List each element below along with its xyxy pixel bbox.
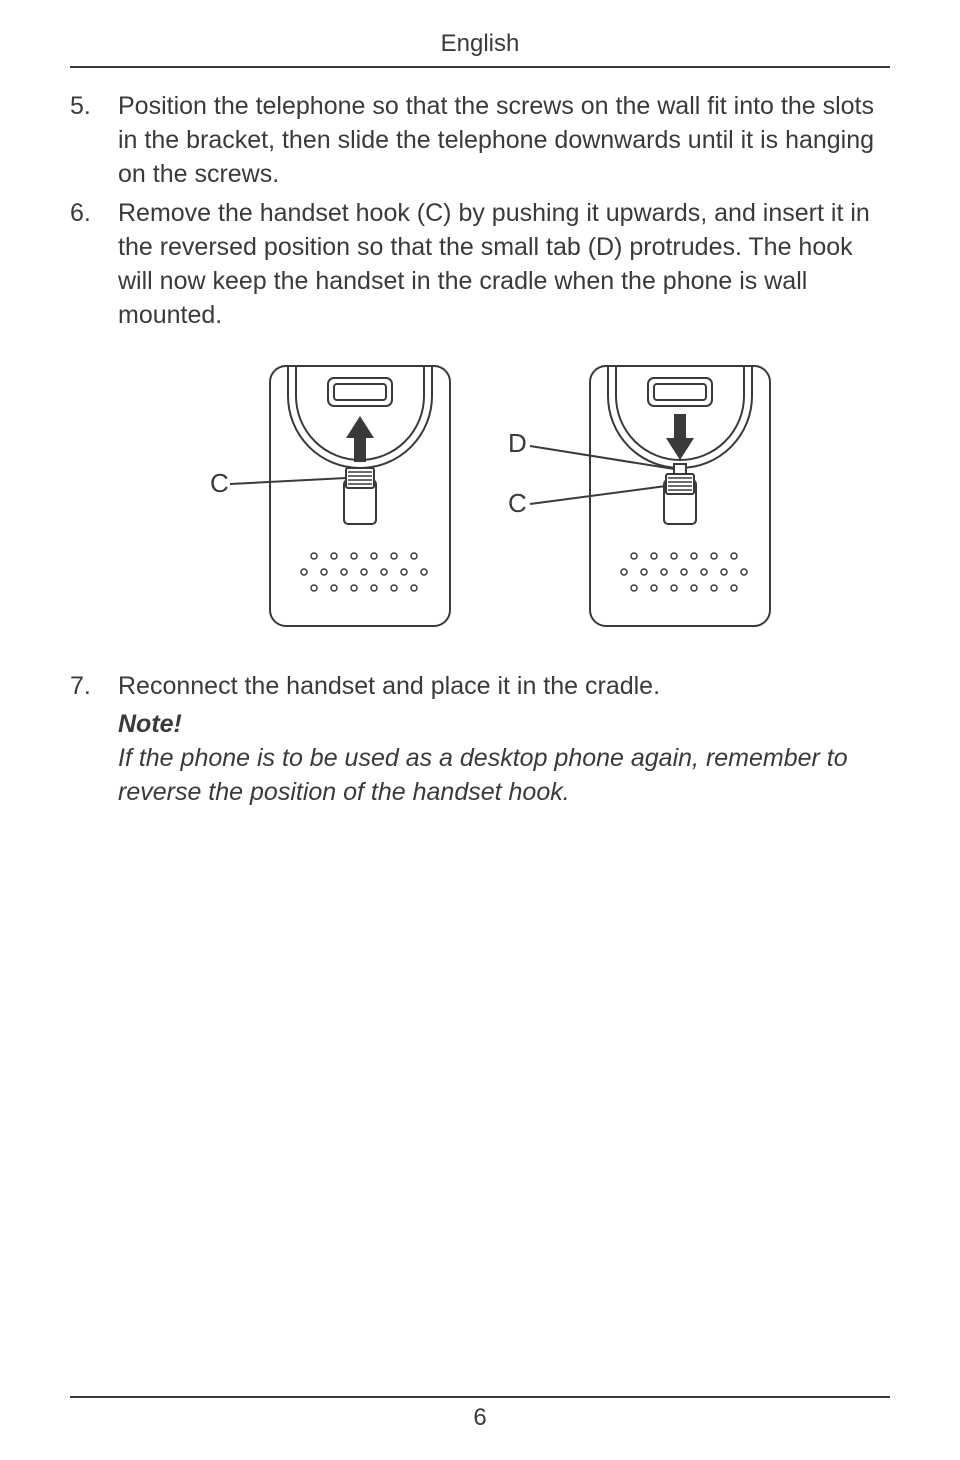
top-rule [70, 66, 890, 68]
page-header-language: English [70, 30, 890, 58]
diagram-label-c-right: C [508, 488, 527, 518]
list-text: Position the telephone so that the screw… [118, 90, 890, 191]
list-number: 5. [70, 90, 118, 191]
list-item: 7. Reconnect the handset and place it in… [70, 670, 890, 809]
list-number: 7. [70, 670, 118, 809]
bottom-rule [70, 1396, 890, 1398]
list-text: Remove the handset hook (C) by pushing i… [118, 197, 890, 332]
list-text: Reconnect the handset and place it in th… [118, 670, 890, 809]
diagram-label-c-left: C [210, 468, 229, 498]
diagram-container: C [70, 360, 890, 640]
list-text-line: Reconnect the handset and place it in th… [118, 670, 890, 704]
handset-hook-diagram: C [170, 360, 790, 640]
instruction-list: 5. Position the telephone so that the sc… [70, 90, 890, 809]
page: English 5. Position the telephone so tha… [0, 0, 960, 1460]
list-item: 6. Remove the handset hook (C) by pushin… [70, 197, 890, 332]
page-footer: 6 [70, 1396, 890, 1432]
diagram-label-d: D [508, 428, 527, 458]
page-number: 6 [70, 1404, 890, 1432]
note-label: Note! [118, 708, 890, 742]
list-number: 6. [70, 197, 118, 332]
note-text: If the phone is to be used as a desktop … [118, 742, 890, 810]
list-item: 5. Position the telephone so that the sc… [70, 90, 890, 191]
